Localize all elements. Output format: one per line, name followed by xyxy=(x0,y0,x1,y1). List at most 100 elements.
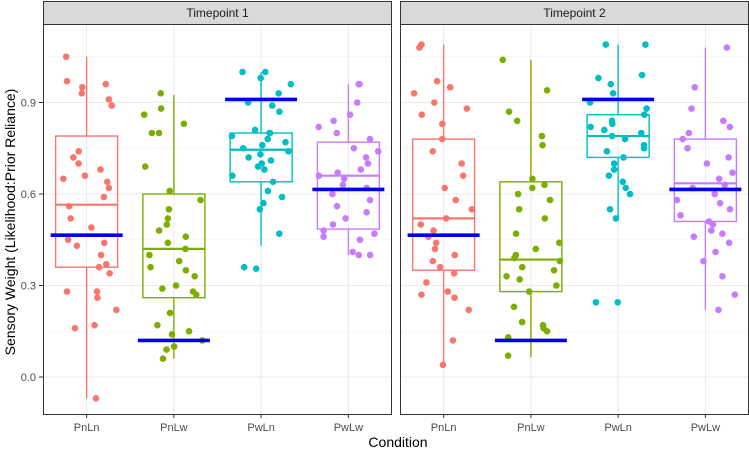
data-point xyxy=(342,215,349,222)
data-point xyxy=(608,132,616,140)
data-point xyxy=(320,233,327,240)
data-point xyxy=(518,318,526,326)
data-point xyxy=(180,120,188,128)
data-point xyxy=(93,288,101,295)
data-point xyxy=(514,190,522,198)
x-tick-label: PnLn xyxy=(74,422,100,434)
data-point xyxy=(92,395,100,402)
x-tick-label: PnLn xyxy=(431,422,457,434)
data-point xyxy=(349,248,357,256)
data-point xyxy=(458,160,465,167)
data-point xyxy=(431,245,439,253)
data-point xyxy=(512,230,520,237)
data-point xyxy=(182,233,190,240)
box-iqr xyxy=(411,138,476,271)
data-point xyxy=(541,215,549,222)
y-tick-label: 0.9 xyxy=(21,98,36,110)
y-axis-title: Sensory Weight (Likelihood:Prior Relianc… xyxy=(2,89,18,356)
data-point xyxy=(269,178,277,186)
data-point xyxy=(725,154,732,161)
data-point xyxy=(452,196,459,204)
data-point xyxy=(607,80,615,88)
data-point xyxy=(67,215,74,222)
data-point xyxy=(157,90,165,97)
data-point xyxy=(518,263,526,271)
data-point xyxy=(108,102,116,109)
data-point xyxy=(449,337,457,344)
data-point xyxy=(140,111,148,118)
data-point xyxy=(638,71,646,79)
data-point xyxy=(103,178,111,186)
data-point xyxy=(191,273,198,280)
data-point xyxy=(543,87,551,94)
data-point xyxy=(423,279,430,286)
data-point xyxy=(374,148,382,155)
data-point xyxy=(366,251,374,259)
data-point xyxy=(538,132,546,140)
data-point xyxy=(602,41,610,48)
data-point xyxy=(73,242,81,250)
data-point xyxy=(716,199,724,207)
data-point xyxy=(510,303,518,311)
data-point xyxy=(164,215,172,222)
data-point xyxy=(439,120,446,128)
data-point xyxy=(499,56,507,64)
data-point xyxy=(245,154,252,161)
data-point xyxy=(261,166,268,173)
box-iqr xyxy=(229,132,293,183)
data-point xyxy=(643,105,650,112)
data-point xyxy=(330,117,337,125)
data-point xyxy=(553,282,560,289)
data-point xyxy=(159,285,166,292)
data-point xyxy=(550,266,558,274)
data-point xyxy=(166,309,174,317)
data-point xyxy=(315,172,323,179)
data-point xyxy=(705,218,713,225)
data-point xyxy=(329,221,337,228)
panel-title: Timepoint 1 xyxy=(186,6,249,20)
data-point xyxy=(105,96,113,103)
data-point xyxy=(418,291,425,298)
data-point xyxy=(229,172,236,179)
box-iqr xyxy=(673,138,738,223)
data-point xyxy=(102,80,110,88)
data-point xyxy=(258,160,266,167)
data-point xyxy=(610,166,618,173)
data-point xyxy=(340,175,348,183)
data-point xyxy=(278,193,286,201)
data-point xyxy=(444,288,452,295)
x-tick-label: PnLw xyxy=(517,422,545,434)
data-point xyxy=(147,263,154,271)
data-point xyxy=(608,117,616,125)
data-point xyxy=(356,236,364,244)
data-point xyxy=(146,251,153,259)
y-tick-label: 0.0 xyxy=(21,372,36,384)
data-point xyxy=(159,355,167,363)
data-point xyxy=(70,154,77,161)
data-point xyxy=(155,227,163,234)
data-point xyxy=(329,190,336,198)
data-point xyxy=(79,83,86,91)
data-point xyxy=(333,129,341,137)
data-point xyxy=(439,361,447,369)
data-point xyxy=(684,144,691,152)
data-point xyxy=(81,172,89,179)
data-point xyxy=(556,257,564,265)
data-point xyxy=(431,99,438,106)
data-point xyxy=(691,83,699,91)
data-point xyxy=(515,205,523,213)
data-point xyxy=(168,331,176,338)
data-point xyxy=(60,175,67,183)
data-point xyxy=(418,41,425,48)
data-point xyxy=(601,126,608,134)
data-point xyxy=(252,265,260,273)
box-iqr xyxy=(54,135,119,268)
data-point xyxy=(197,196,204,204)
data-point xyxy=(366,196,374,204)
data-point xyxy=(619,178,627,186)
data-point xyxy=(353,99,361,106)
x-tick-label: PwLw xyxy=(334,422,363,434)
data-point xyxy=(711,190,719,198)
x-axis-title: Condition xyxy=(368,434,427,450)
data-point xyxy=(626,190,634,198)
